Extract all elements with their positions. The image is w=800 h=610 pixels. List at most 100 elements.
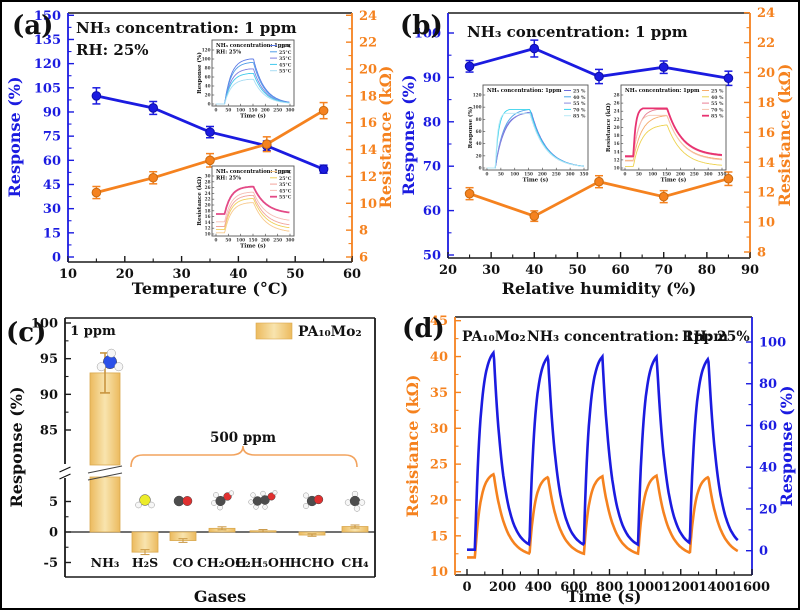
- inset-x-tick-label: 250: [273, 108, 282, 113]
- gas-tick-label: HCHO: [290, 555, 335, 570]
- inset-curve-40: [625, 124, 722, 167]
- inset-y-tick-label: 120: [473, 93, 482, 98]
- inset-y-tick-label: 24: [614, 109, 620, 114]
- inset-y-tick-label: 20: [614, 125, 620, 130]
- inset-legend-label: 25°C: [279, 176, 292, 182]
- atom: [260, 495, 270, 505]
- gas-tick-label: NH₃: [91, 555, 120, 570]
- right-axis-title: Resistance (kΩ): [775, 64, 794, 207]
- y-tick-label: 15: [43, 226, 61, 241]
- y-tick-label: 60: [423, 204, 441, 219]
- x-tick-label: 70: [655, 263, 673, 278]
- inset-subtitle: RH: 25%: [216, 176, 241, 182]
- inset-legend-label: 40 %: [711, 95, 724, 101]
- inset-y-tick-label: 0: [479, 166, 482, 171]
- inset-y-axis-title: Response (%): [467, 106, 474, 148]
- inset-legend-label: 25 %: [573, 89, 586, 95]
- response-data-point: [148, 103, 158, 113]
- response-data-point: [205, 127, 215, 137]
- inset-y-tick-label: 30: [205, 174, 211, 179]
- y-tick-label: 8: [359, 224, 368, 239]
- x-tick-label: 1600: [734, 580, 770, 595]
- response-data-point: [318, 164, 329, 174]
- y-tick-label: 85: [40, 424, 58, 439]
- atom: [114, 362, 124, 372]
- inset-x-tick-label: 300: [286, 108, 295, 113]
- atom: [96, 362, 106, 372]
- panel-d-chart: 0 200 400 600 800 1000 1200 1400 160010152025303…: [402, 314, 796, 606]
- inset-legend-label: 85 %: [573, 114, 586, 120]
- x-tick-label: 30: [173, 267, 191, 282]
- axis-break-slash: [59, 466, 71, 473]
- inset-legend-label: 70 %: [573, 107, 586, 113]
- inset-curve-85: [487, 112, 585, 169]
- inset-curve-45-c: [216, 72, 290, 105]
- gas-tick-label: C₂H₅OH: [235, 555, 291, 570]
- resistance-data-point: [318, 105, 329, 116]
- atom: [303, 503, 309, 509]
- response-data-point: [723, 73, 734, 84]
- inset-x-tick-label: 250: [273, 238, 282, 243]
- y-tick-label: 150: [34, 9, 61, 24]
- inset-title: NH₃ concentration: 1ppm: [216, 169, 291, 175]
- axis-break-mask: [61, 464, 69, 478]
- atom: [135, 501, 142, 509]
- inset-curve-25-c: [216, 198, 290, 230]
- y-tick-label: 80: [423, 115, 441, 130]
- inset-x-tick-label: 350: [718, 172, 727, 177]
- y-tick-label: 20: [430, 493, 448, 508]
- x-tick-label: 50: [286, 267, 304, 282]
- annotation: NH₃ concentration: 1 ppm: [76, 19, 297, 37]
- x-tick-label: 90: [741, 263, 759, 278]
- inset-x-tick-label: 0: [486, 172, 489, 177]
- y-tick-label: 20: [359, 63, 377, 78]
- inset-curve-25-c: [216, 62, 290, 105]
- y-tick-label: 30: [430, 422, 448, 437]
- x-axis-title: Temperature (°C): [132, 279, 288, 298]
- atom: [303, 492, 309, 499]
- y-tick-label: 40: [759, 461, 777, 476]
- atom: [139, 494, 151, 506]
- x-tick-label: 60: [612, 263, 630, 278]
- inset-y-tick-label: 10: [205, 232, 211, 237]
- inset-x-tick-label: 150: [249, 238, 258, 243]
- response-data-point: [91, 91, 102, 101]
- inset-curve-70: [625, 114, 723, 162]
- y-tick-label: 45: [43, 178, 61, 193]
- y-tick-label: 100: [759, 336, 786, 351]
- y-tick-label: 45: [430, 314, 448, 329]
- inset-legend-label: 40 %: [573, 95, 586, 101]
- inset-y-tick-label: 20: [205, 93, 211, 98]
- inset-x-tick-label: 0: [215, 108, 218, 113]
- inset-curve-15-c: [216, 202, 290, 234]
- atom: [215, 495, 226, 507]
- gas-tick-label: CH₂OH: [197, 555, 247, 570]
- inset-y-tick-label: 10: [614, 166, 620, 171]
- y-tick-label: 12: [359, 170, 377, 185]
- inset-y-tick-label: 14: [614, 149, 620, 154]
- inset-x-tick-label: 150: [662, 172, 671, 177]
- panel-a-chart: 10 20 30 40 50 600153045607590105120135150681…: [5, 9, 395, 298]
- resistance-data-point: [529, 211, 540, 221]
- inset-x-tick-label: 50: [498, 172, 504, 177]
- resistance-data-point: [148, 172, 158, 183]
- x-axis-title: Gases: [194, 587, 246, 606]
- inset-legend-label: 35°C: [279, 182, 292, 188]
- inset-y-tick-label: 100: [202, 57, 211, 62]
- inset-y-tick-label: 22: [614, 117, 620, 122]
- y-tick-label: 70: [423, 160, 441, 175]
- inset-legend-label: 55 %: [573, 101, 586, 107]
- inset-x-tick-label: 100: [510, 172, 519, 177]
- inset-y-tick-label: 20: [205, 203, 211, 208]
- y-tick-label: 16: [757, 126, 775, 141]
- inset-x-tick-label: 200: [538, 172, 547, 177]
- inset-x-axis-title: Time (s): [523, 177, 549, 184]
- inset-title: NH₃ concentration: 1ppm: [216, 43, 291, 49]
- right-axis-title: Response (%): [777, 385, 796, 506]
- inset-x-tick-label: 0: [624, 172, 627, 177]
- bar-nh-lower: [89, 476, 121, 533]
- inset-y-tick-label: 120: [202, 48, 211, 53]
- inset-legend-label: 25°C: [279, 50, 292, 56]
- inset-y-tick-label: 12: [614, 157, 620, 162]
- left-axis-title: Response (%): [399, 74, 418, 195]
